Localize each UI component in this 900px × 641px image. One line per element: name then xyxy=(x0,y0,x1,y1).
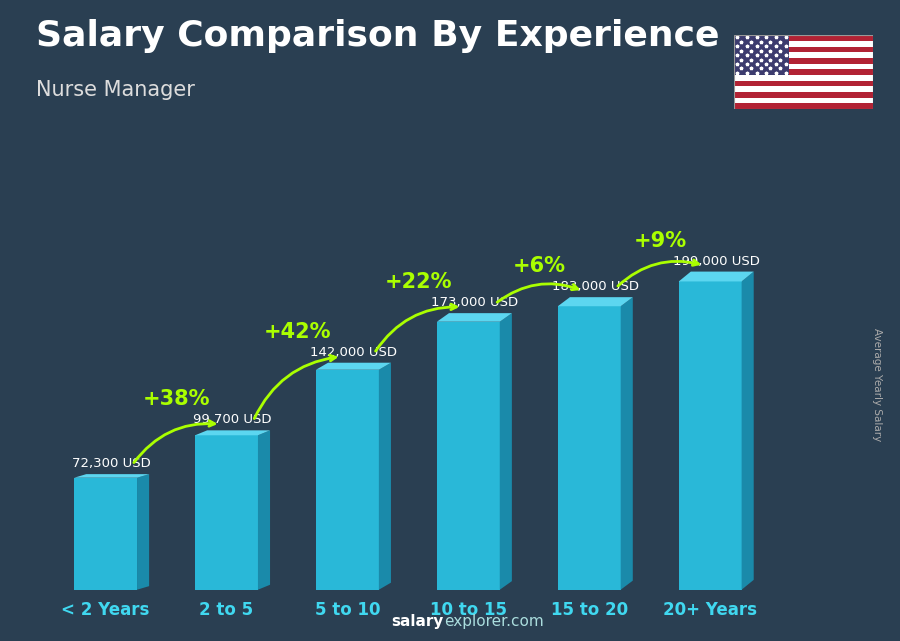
Text: +22%: +22% xyxy=(384,272,452,292)
Text: 142,000 USD: 142,000 USD xyxy=(310,346,397,359)
Text: Nurse Manager: Nurse Manager xyxy=(36,80,195,100)
Polygon shape xyxy=(74,474,149,478)
Polygon shape xyxy=(436,313,512,322)
Bar xyxy=(195,435,258,590)
Bar xyxy=(734,53,873,58)
Bar xyxy=(734,35,789,75)
Polygon shape xyxy=(258,430,270,590)
Polygon shape xyxy=(195,430,270,435)
Polygon shape xyxy=(500,313,512,590)
Polygon shape xyxy=(742,272,753,590)
Text: +38%: +38% xyxy=(142,389,210,410)
Polygon shape xyxy=(679,272,753,281)
Polygon shape xyxy=(621,297,633,590)
Bar xyxy=(734,47,873,53)
Bar xyxy=(558,306,621,590)
Bar xyxy=(316,370,379,590)
Bar xyxy=(734,41,873,47)
Bar xyxy=(734,63,873,69)
Bar xyxy=(734,97,873,103)
Bar xyxy=(734,92,873,97)
Text: 173,000 USD: 173,000 USD xyxy=(431,296,518,309)
Bar xyxy=(734,35,873,41)
Text: +6%: +6% xyxy=(513,256,565,276)
Text: explorer.com: explorer.com xyxy=(444,615,544,629)
Polygon shape xyxy=(379,363,391,590)
Bar xyxy=(74,478,137,590)
Bar xyxy=(734,58,873,63)
Text: +42%: +42% xyxy=(264,322,331,342)
Bar xyxy=(734,75,873,81)
Text: 183,000 USD: 183,000 USD xyxy=(552,280,639,294)
Polygon shape xyxy=(137,474,149,590)
Bar xyxy=(436,322,500,590)
Polygon shape xyxy=(558,297,633,306)
Polygon shape xyxy=(316,363,391,370)
Text: 99,700 USD: 99,700 USD xyxy=(194,413,272,426)
Text: +9%: +9% xyxy=(634,231,687,251)
Bar xyxy=(679,281,742,590)
Bar xyxy=(734,69,873,75)
Text: 72,300 USD: 72,300 USD xyxy=(72,457,151,470)
Bar xyxy=(734,103,873,109)
Bar xyxy=(734,81,873,87)
Bar xyxy=(734,87,873,92)
Text: 199,000 USD: 199,000 USD xyxy=(673,254,760,268)
Text: Salary Comparison By Experience: Salary Comparison By Experience xyxy=(36,19,719,53)
Text: salary: salary xyxy=(392,615,444,629)
Text: Average Yearly Salary: Average Yearly Salary xyxy=(872,328,883,441)
